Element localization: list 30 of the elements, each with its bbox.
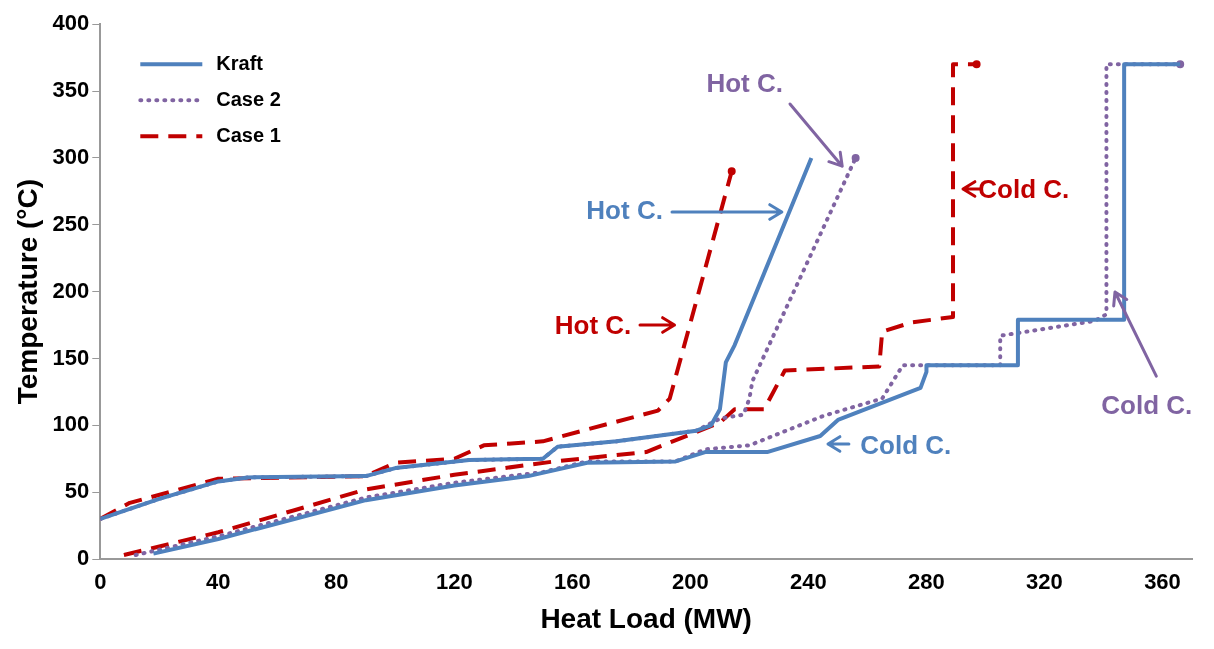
y-tick-label: 400 [52, 10, 90, 36]
y-tick-label: 300 [52, 143, 90, 169]
annotation: Hot C. [586, 194, 663, 226]
y-tick-label: 350 [52, 77, 90, 103]
legend-label: Kraft [216, 51, 264, 74]
annotation: Cold C. [978, 173, 1070, 205]
x-tick-label: 0 [94, 569, 107, 595]
x-tick-label: 360 [1144, 569, 1181, 595]
x-tick-label: 280 [908, 569, 945, 595]
y-tick-label: 150 [52, 344, 90, 370]
y-axis-title: Temperature (°C) [11, 178, 43, 405]
y-tick-label: 0 [77, 545, 90, 571]
x-tick-label: 160 [554, 569, 591, 595]
x-tick-label: 320 [1026, 569, 1063, 595]
x-tick-label: 40 [206, 569, 231, 595]
annotation: Cold C. [860, 429, 952, 461]
x-tick-label: 80 [324, 569, 349, 595]
legend-label: Case 2 [216, 87, 281, 110]
x-tick-label: 200 [672, 569, 709, 595]
x-axis-title: Heat Load (MW) [540, 602, 752, 634]
annotation: Cold C. [1101, 389, 1193, 421]
x-tick-label: 240 [790, 569, 827, 595]
legend-label: Case 1 [216, 123, 281, 146]
x-tick-label: 120 [436, 569, 473, 595]
y-tick-label: 50 [64, 478, 90, 504]
annotation: Hot C. [554, 309, 632, 341]
y-tick-label: 200 [52, 277, 90, 303]
annotation: Hot C. [706, 67, 783, 99]
y-tick-label: 100 [52, 411, 90, 437]
y-tick-label: 250 [52, 210, 90, 236]
